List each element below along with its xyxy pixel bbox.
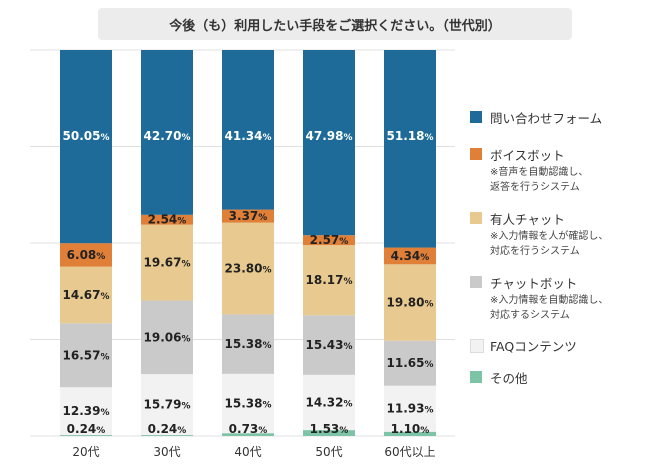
x-tick-label: 50代 xyxy=(315,445,342,459)
legend-swatch-voicebot xyxy=(470,148,482,160)
bar-segment xyxy=(303,315,355,375)
legend-label-form: 問い合わせフォーム xyxy=(490,111,603,126)
legend-swatch-human-chat xyxy=(470,212,482,224)
data-label: 1.53% xyxy=(310,422,349,436)
data-label: 51.18% xyxy=(387,129,434,143)
legend-label-chatbot: チャットボット xyxy=(490,276,578,291)
bar-segment xyxy=(384,431,436,436)
bar-segment xyxy=(222,373,274,434)
x-tick-label: 20代 xyxy=(72,445,99,459)
bar-segment xyxy=(384,264,436,341)
bar-segment xyxy=(222,314,274,374)
bar-segment xyxy=(60,50,112,244)
bar-segment xyxy=(384,340,436,386)
bar-segment xyxy=(141,374,193,436)
bar-segment xyxy=(384,50,436,248)
data-label: 16.57% xyxy=(63,348,110,362)
bar-segment xyxy=(60,387,112,436)
bar-segment xyxy=(60,435,112,436)
data-label: 0.24% xyxy=(67,422,106,436)
bar-segment xyxy=(303,430,355,436)
legend-swatch-form xyxy=(470,111,482,123)
data-label: 12.39% xyxy=(63,404,110,418)
data-label: 41.34% xyxy=(225,129,272,143)
x-tick-label: 40代 xyxy=(234,445,261,459)
data-label: 18.17% xyxy=(306,273,353,287)
bar-segment xyxy=(303,235,355,246)
data-label: 3.37% xyxy=(229,209,268,223)
bar-segment xyxy=(222,50,274,210)
bar-segment xyxy=(384,247,436,265)
data-label: 4.34% xyxy=(391,249,430,263)
chart-title: 今後（も）利用したい手段をご選択ください。（世代別） xyxy=(169,18,501,34)
data-label: 15.38% xyxy=(225,396,272,410)
bar-segment xyxy=(303,50,355,236)
bar-segment xyxy=(141,50,193,215)
legend-label-other: その他 xyxy=(490,371,528,386)
bar-segment xyxy=(303,374,355,431)
data-label: 19.67% xyxy=(144,256,191,270)
bar-segment xyxy=(141,214,193,225)
data-label: 15.79% xyxy=(144,398,191,412)
data-label: 11.65% xyxy=(387,356,434,370)
bar-segment xyxy=(141,435,193,436)
data-label: 2.57% xyxy=(310,233,349,247)
data-label: 15.43% xyxy=(306,338,353,352)
data-label: 14.32% xyxy=(306,395,353,409)
data-label: 11.93% xyxy=(387,402,434,416)
legend-note-chatbot: ※入力情報を自動認識し、 対応するシステム xyxy=(490,295,609,321)
bar-segment xyxy=(141,300,193,375)
bar-segment xyxy=(303,245,355,316)
chart-title-box: 今後（も）利用したい手段をご選択ください。（世代別） xyxy=(98,8,572,40)
bar-segment xyxy=(141,224,193,301)
legend-swatch-faq xyxy=(470,339,484,353)
data-label: 23.80% xyxy=(225,262,272,276)
legend-note-human-chat: ※入力情報を人が確認し、 対応を行うシステム xyxy=(490,231,609,257)
bar-segment xyxy=(222,433,274,436)
data-label: 1.10% xyxy=(391,422,430,436)
data-label: 0.73% xyxy=(229,422,268,436)
x-tick-label: 60代以上 xyxy=(384,445,435,459)
bar-segment xyxy=(384,385,436,432)
data-label: 2.54% xyxy=(148,213,187,227)
data-label: 6.08% xyxy=(67,248,106,262)
bar-segment xyxy=(60,323,112,388)
data-label: 14.67% xyxy=(63,288,110,302)
data-label: 19.06% xyxy=(144,330,191,344)
data-label: 0.24% xyxy=(148,422,187,436)
legend-label-faq: FAQコンテンツ xyxy=(490,339,577,354)
legend-swatch-other xyxy=(470,371,482,383)
bar-segment xyxy=(222,209,274,223)
bar-segment xyxy=(222,222,274,315)
legend-swatch-chatbot xyxy=(470,276,482,288)
legend-note-voicebot: ※音声を自動認識し、 返答を行うシステム xyxy=(490,167,589,193)
bar-segment xyxy=(60,243,112,267)
x-tick-label: 30代 xyxy=(153,445,180,459)
data-label: 47.98% xyxy=(306,129,353,143)
data-label: 42.70% xyxy=(144,129,191,143)
data-label: 19.80% xyxy=(387,296,434,310)
legend-label-voicebot: ボイスボット xyxy=(490,148,565,163)
data-label: 15.38% xyxy=(225,337,272,351)
legend-label-human-chat: 有人チャット xyxy=(490,212,565,227)
bar-segment xyxy=(60,266,112,324)
data-label: 50.05% xyxy=(63,129,110,143)
